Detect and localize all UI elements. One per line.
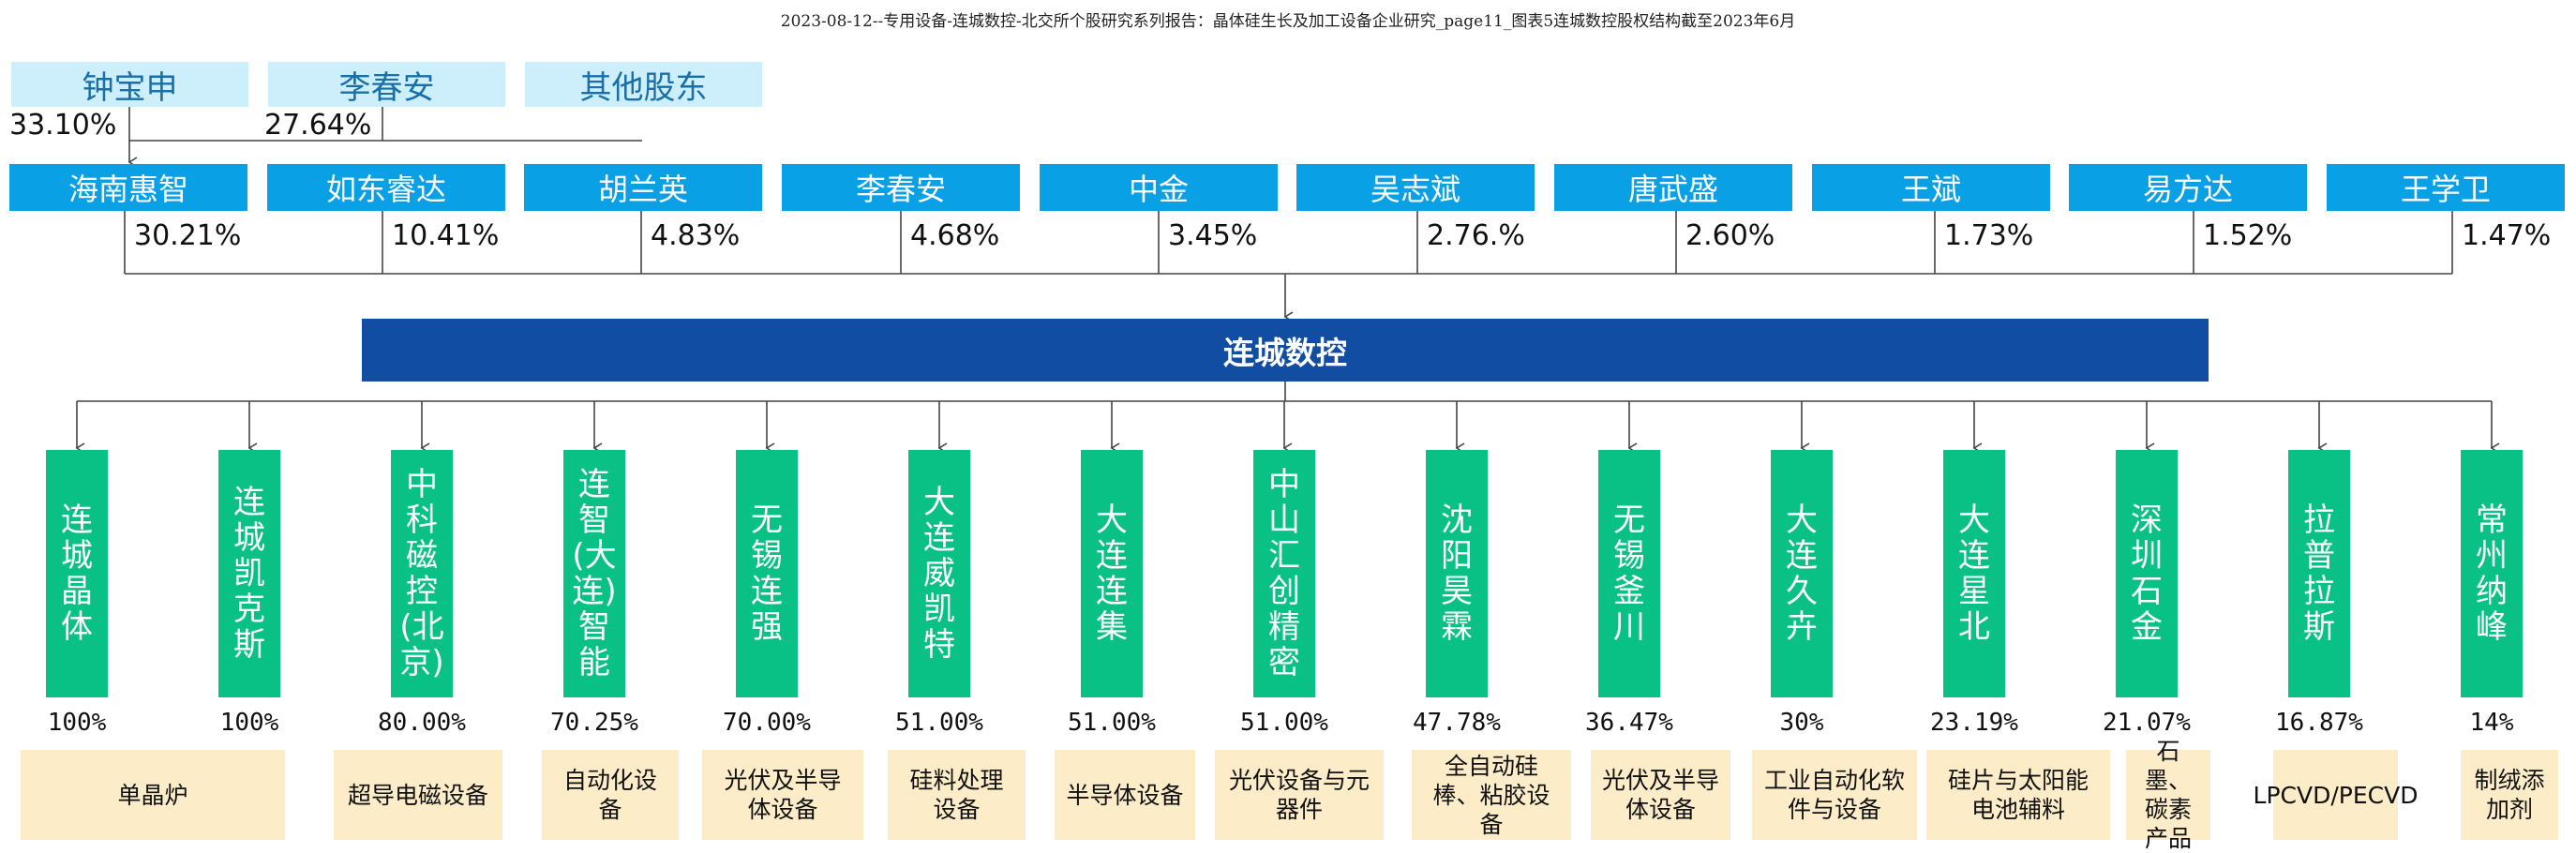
shareholder-pct: 30.21% [134, 219, 242, 252]
top-shareholder-box: 李春安 [268, 62, 505, 107]
subsidiary-pct: 21.07% [2103, 709, 2191, 737]
business-box: 光伏及半导体设备 [702, 750, 863, 840]
subsidiary-box: 大连威凯特 [908, 450, 970, 697]
shareholder-box: 如东睿达 [267, 164, 505, 211]
subsidiary-pct: 70.00% [723, 709, 811, 737]
subsidiary-box: 大连连集 [1081, 450, 1143, 697]
subsidiary-box: 大连星北 [1943, 450, 2005, 697]
subsidiary-pct: 36.47% [1585, 709, 1673, 737]
business-box: 全自动硅棒、粘胶设备 [1412, 750, 1571, 840]
subsidiary-box: 中科磁控(北京) [391, 450, 453, 697]
business-box: 超导电磁设备 [334, 750, 502, 840]
subsidiary-pct: 23.19% [1930, 709, 2018, 737]
subsidiary-box: 拉普拉斯 [2288, 450, 2350, 697]
top-shareholder-pct: 33.10% [9, 109, 117, 142]
subsidiary-pct: 70.25% [550, 709, 638, 737]
subsidiary-box: 连智(大连)智能 [563, 450, 625, 697]
business-box: 硅片与太阳能电池辅料 [1926, 750, 2110, 840]
top-shareholder-box: 其他股东 [525, 62, 762, 107]
business-box: 半导体设备 [1055, 750, 1195, 840]
subsidiary-box: 连城凯克斯 [218, 450, 280, 697]
shareholder-pct: 3.45% [1168, 219, 1258, 252]
subsidiary-pct: 51.00% [895, 709, 983, 737]
business-box: 光伏及半导体设备 [1591, 750, 1730, 840]
subsidiary-box: 中山汇创精密 [1253, 450, 1315, 697]
top-shareholder-box: 钟宝申 [11, 62, 248, 107]
shareholder-box: 中金 [1040, 164, 1278, 211]
subsidiary-pct: 80.00% [378, 709, 466, 737]
subsidiary-pct: 51.00% [1068, 709, 1156, 737]
shareholder-box: 易方达 [2069, 164, 2307, 211]
shareholder-box: 王学卫 [2327, 164, 2565, 211]
subsidiary-box: 连城晶体 [46, 450, 108, 697]
shareholder-pct: 1.52% [2203, 219, 2293, 252]
subsidiary-box: 无锡连强 [736, 450, 798, 697]
top-shareholder-pct: 27.64% [264, 109, 372, 142]
subsidiary-pct: 47.78% [1413, 709, 1501, 737]
shareholder-pct: 2.60% [1685, 219, 1775, 252]
subsidiary-pct: 51.00% [1240, 709, 1328, 737]
shareholder-pct: 1.73% [1944, 219, 2034, 252]
shareholder-pct: 2.76.% [1427, 219, 1525, 252]
business-box: 制绒添加剂 [2461, 750, 2558, 840]
subsidiary-pct: 30% [1779, 709, 1824, 737]
shareholder-pct: 4.68% [910, 219, 1000, 252]
business-box: 光伏设备与元器件 [1215, 750, 1384, 840]
shareholder-box: 唐武盛 [1554, 164, 1792, 211]
business-box: 石墨、碳素产品 [2126, 738, 2210, 852]
shareholder-box: 王斌 [1812, 164, 2050, 211]
subsidiary-pct: 16.87% [2275, 709, 2363, 737]
subsidiary-box: 深圳石金 [2116, 450, 2178, 697]
figure-caption: 2023-08-12--专用设备-连城数控-北交所个股研究系列报告：晶体硅生长及… [780, 12, 1796, 31]
business-box: 工业自动化软件与设备 [1752, 750, 1917, 840]
business-box: 单晶炉 [21, 750, 285, 840]
shareholder-pct: 1.47% [2462, 219, 2552, 252]
subsidiary-pct: 100% [219, 709, 279, 737]
subsidiary-box: 常州纳峰 [2461, 450, 2523, 697]
shareholder-box: 海南惠智 [9, 164, 247, 211]
shareholder-pct: 4.83% [651, 219, 741, 252]
shareholder-box: 胡兰英 [524, 164, 762, 211]
subsidiary-pct: 100% [47, 709, 107, 737]
business-box: LPCVD/PECVD [2254, 750, 2418, 840]
shareholder-box: 吴志斌 [1296, 164, 1535, 211]
subsidiary-box: 无锡釜川 [1598, 450, 1660, 697]
business-box: 自动化设备 [542, 750, 679, 840]
business-box: 硅料处理设备 [888, 750, 1026, 840]
subsidiary-pct: 14% [2469, 709, 2514, 737]
subsidiary-box: 大连久卉 [1771, 450, 1833, 697]
company-box: 连城数控 [362, 319, 2209, 382]
subsidiary-box: 沈阳昊霖 [1426, 450, 1488, 697]
shareholder-pct: 10.41% [392, 219, 500, 252]
shareholder-box: 李春安 [782, 164, 1020, 211]
